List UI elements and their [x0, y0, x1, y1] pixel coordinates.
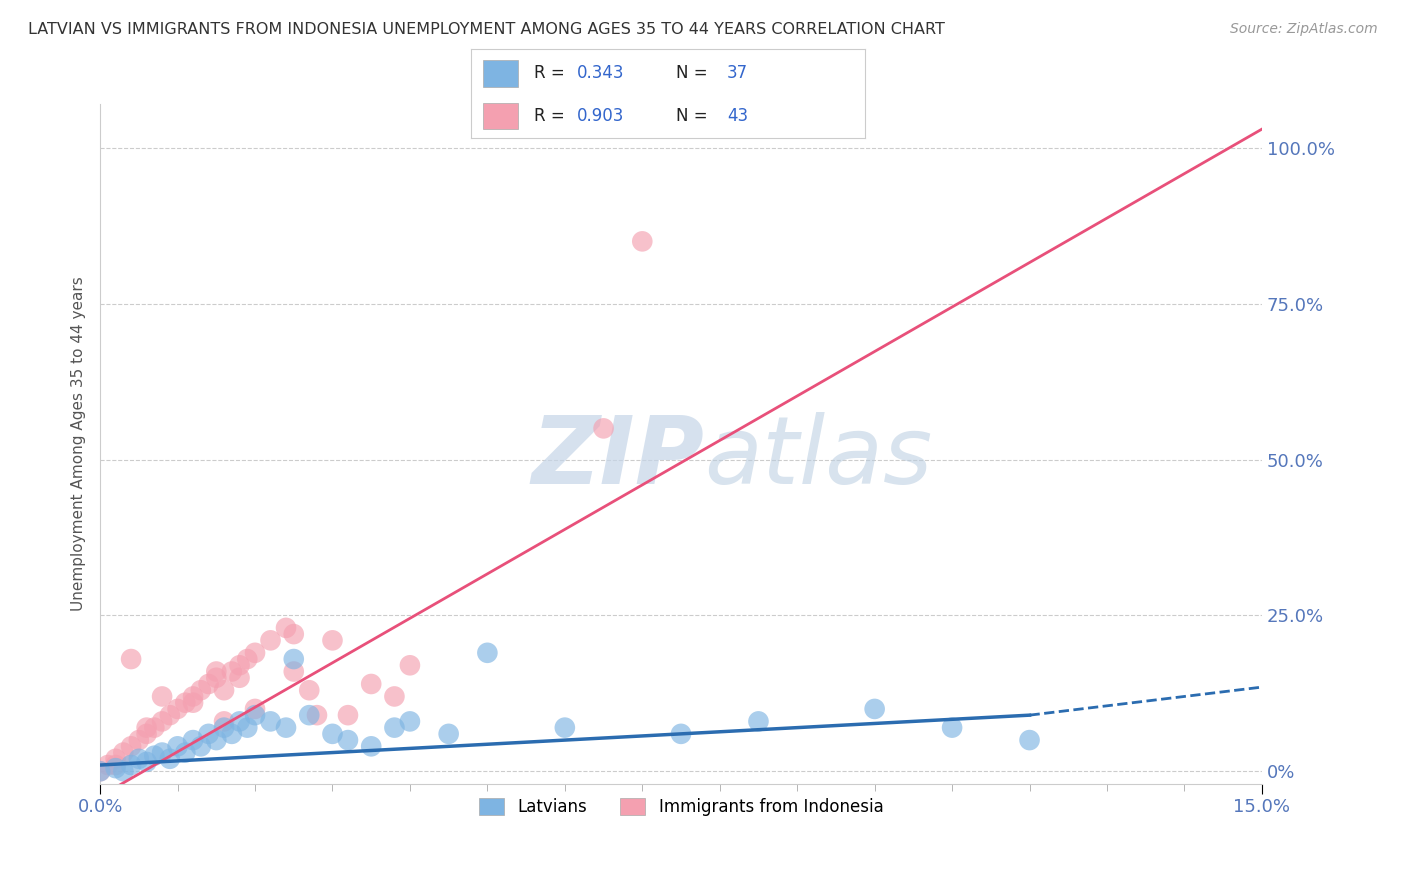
Point — [437, 727, 460, 741]
Point — [89, 764, 111, 779]
Point — [477, 646, 499, 660]
Text: ZIP: ZIP — [531, 411, 704, 504]
Point — [197, 727, 219, 741]
Text: 0.343: 0.343 — [578, 64, 624, 82]
Text: R =: R = — [534, 64, 569, 82]
Point — [190, 683, 212, 698]
Text: 0.903: 0.903 — [578, 107, 624, 125]
Point — [212, 714, 235, 729]
Point — [747, 714, 769, 729]
Text: 37: 37 — [727, 64, 748, 82]
Point — [104, 752, 127, 766]
Point — [205, 671, 228, 685]
Point — [174, 746, 197, 760]
Point — [150, 690, 173, 704]
Point — [669, 727, 692, 741]
Point — [274, 721, 297, 735]
Point — [283, 627, 305, 641]
Point — [143, 721, 166, 735]
Point — [283, 665, 305, 679]
Point — [592, 421, 614, 435]
Point — [128, 733, 150, 747]
Point — [97, 758, 120, 772]
Text: N =: N = — [676, 107, 713, 125]
Point — [384, 721, 406, 735]
Point — [298, 708, 321, 723]
Y-axis label: Unemployment Among Ages 35 to 44 years: Unemployment Among Ages 35 to 44 years — [72, 277, 86, 611]
Point — [120, 652, 142, 666]
Point — [336, 733, 359, 747]
Text: R =: R = — [534, 107, 569, 125]
Text: atlas: atlas — [704, 412, 932, 503]
Point — [321, 633, 343, 648]
Point — [181, 696, 204, 710]
Point — [181, 690, 204, 704]
Point — [135, 755, 157, 769]
Text: LATVIAN VS IMMIGRANTS FROM INDONESIA UNEMPLOYMENT AMONG AGES 35 TO 44 YEARS CORR: LATVIAN VS IMMIGRANTS FROM INDONESIA UNE… — [28, 22, 945, 37]
Point — [360, 739, 382, 754]
Point — [159, 708, 181, 723]
Point — [941, 721, 963, 735]
Point — [104, 758, 127, 772]
Point — [205, 665, 228, 679]
Point — [190, 739, 212, 754]
Point — [259, 633, 281, 648]
Point — [221, 665, 243, 679]
Point — [197, 677, 219, 691]
Point — [174, 696, 197, 710]
FancyBboxPatch shape — [482, 60, 519, 87]
Point — [181, 733, 204, 747]
FancyBboxPatch shape — [482, 103, 519, 129]
Point — [228, 658, 250, 673]
Point — [863, 702, 886, 716]
Text: 43: 43 — [727, 107, 748, 125]
Point — [274, 621, 297, 635]
Point — [205, 733, 228, 747]
Point — [112, 746, 135, 760]
Point — [143, 748, 166, 763]
Point — [166, 739, 188, 754]
Point — [360, 677, 382, 691]
Point — [150, 714, 173, 729]
Point — [399, 658, 422, 673]
Point — [120, 739, 142, 754]
Point — [236, 652, 259, 666]
Legend: Latvians, Immigrants from Indonesia: Latvians, Immigrants from Indonesia — [472, 791, 890, 823]
Point — [243, 646, 266, 660]
Point — [384, 690, 406, 704]
Point — [112, 764, 135, 779]
Point — [228, 671, 250, 685]
Point — [321, 727, 343, 741]
Point — [212, 721, 235, 735]
Point — [305, 708, 328, 723]
Point — [128, 752, 150, 766]
Point — [89, 764, 111, 779]
Point — [135, 721, 157, 735]
Point — [243, 708, 266, 723]
Point — [259, 714, 281, 729]
Point — [554, 721, 576, 735]
Point — [1018, 733, 1040, 747]
Point — [283, 652, 305, 666]
Text: N =: N = — [676, 64, 713, 82]
Point — [120, 758, 142, 772]
Point — [243, 702, 266, 716]
Point — [135, 727, 157, 741]
Point — [159, 752, 181, 766]
Point — [336, 708, 359, 723]
Point — [631, 235, 654, 249]
Point — [399, 714, 422, 729]
Point — [221, 727, 243, 741]
Text: Source: ZipAtlas.com: Source: ZipAtlas.com — [1230, 22, 1378, 37]
Point — [236, 721, 259, 735]
Point — [166, 702, 188, 716]
Point — [298, 683, 321, 698]
Point — [150, 746, 173, 760]
Point — [104, 761, 127, 775]
Point — [228, 714, 250, 729]
Point — [212, 683, 235, 698]
